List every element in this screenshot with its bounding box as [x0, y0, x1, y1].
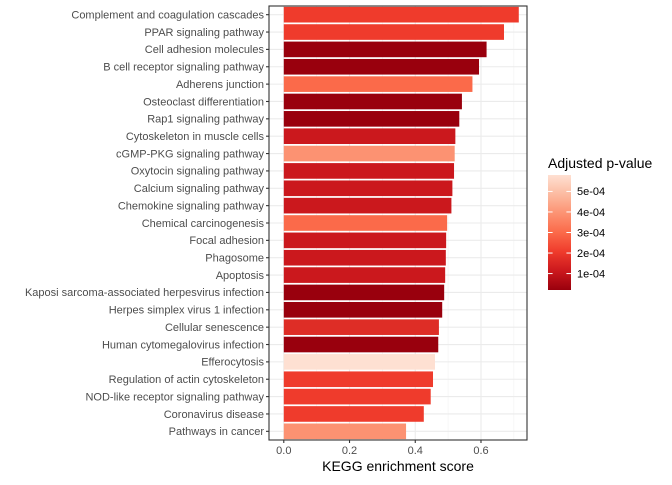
bar	[283, 145, 455, 162]
bar	[283, 232, 447, 249]
y-tick-label: Osteoclast differentiation	[143, 96, 264, 108]
bar	[283, 6, 519, 23]
y-tick-label: PPAR signaling pathway	[144, 27, 264, 39]
legend-colorbar	[548, 175, 571, 290]
bar	[283, 128, 456, 145]
bar	[283, 215, 448, 231]
y-tick-label: Complement and coagulation cascades	[71, 9, 264, 21]
y-tick-label: Cytoskeleton in muscle cells	[126, 131, 265, 143]
x-tick-label: 0.0	[276, 445, 291, 457]
x-tick-label: 0.2	[342, 445, 357, 457]
legend-tick-label: 5e-04	[577, 186, 605, 198]
bar	[283, 93, 462, 110]
bar	[283, 319, 439, 335]
bars	[283, 6, 519, 440]
y-tick-label: Phagosome	[205, 253, 264, 265]
bar	[283, 58, 480, 75]
x-tick-label: 0.6	[473, 445, 488, 457]
y-tick-label: Efferocytosis	[201, 357, 264, 369]
x-tick-label: 0.4	[408, 445, 423, 457]
legend-tick-label: 2e-04	[577, 248, 605, 260]
y-tick-label: Chemokine signaling pathway	[118, 200, 265, 212]
x-axis-title: KEGG enrichment score	[322, 458, 474, 474]
bar	[283, 423, 407, 440]
y-tick-label: Herpes simplex virus 1 infection	[109, 305, 264, 317]
y-tick-label: Regulation of actin cytoskeleton	[109, 374, 264, 386]
y-tick-label: Chemical carcinogenesis	[142, 218, 265, 230]
legend-tick-label: 4e-04	[577, 207, 605, 219]
bar	[283, 371, 434, 388]
y-tick-label: cGMP-PKG signaling pathway	[116, 148, 264, 160]
bar	[283, 301, 443, 318]
bar	[283, 197, 452, 214]
y-tick-label: Oxytocin signaling pathway	[131, 166, 265, 178]
y-axis: Complement and coagulation cascades PPAR …	[25, 9, 269, 438]
bar	[283, 111, 460, 127]
legend: Adjusted p-value 1e-04 2e-04 3e-04 4e-04 5e-0…	[548, 155, 653, 290]
bar	[283, 249, 446, 266]
legend-tick-label: 3e-04	[577, 227, 605, 239]
bar	[283, 24, 504, 40]
y-tick-label: Focal adhesion	[189, 235, 264, 247]
bar	[283, 180, 453, 197]
bar	[283, 354, 435, 370]
bar	[283, 406, 424, 422]
bar	[283, 284, 445, 301]
bar	[283, 267, 446, 283]
y-tick-label: Calcium signaling pathway	[134, 183, 265, 195]
legend-tick-label: 1e-04	[577, 268, 605, 280]
bar	[283, 388, 431, 405]
y-tick-label: Human cytomegalovirus infection	[102, 339, 264, 351]
bar	[283, 76, 473, 92]
y-tick-label: Cellular senescence	[165, 322, 264, 334]
bar	[283, 41, 487, 58]
y-tick-label: Cell adhesion molecules	[145, 44, 265, 56]
y-tick-label: NOD-like receptor signaling pathway	[85, 391, 264, 403]
y-tick-label: Apoptosis	[216, 270, 265, 282]
legend-title: Adjusted p-value	[548, 155, 653, 171]
bar	[283, 336, 439, 353]
y-tick-label: Kaposi sarcoma-associated herpesvirus in…	[25, 287, 264, 299]
y-tick-label: Pathways in cancer	[169, 426, 265, 438]
y-tick-label: B cell receptor signaling pathway	[103, 62, 264, 74]
y-tick-label: Adherens junction	[176, 79, 264, 91]
y-tick-label: Coronavirus disease	[164, 409, 264, 421]
y-tick-label: Rap1 signaling pathway	[147, 114, 264, 126]
bar	[283, 163, 455, 179]
